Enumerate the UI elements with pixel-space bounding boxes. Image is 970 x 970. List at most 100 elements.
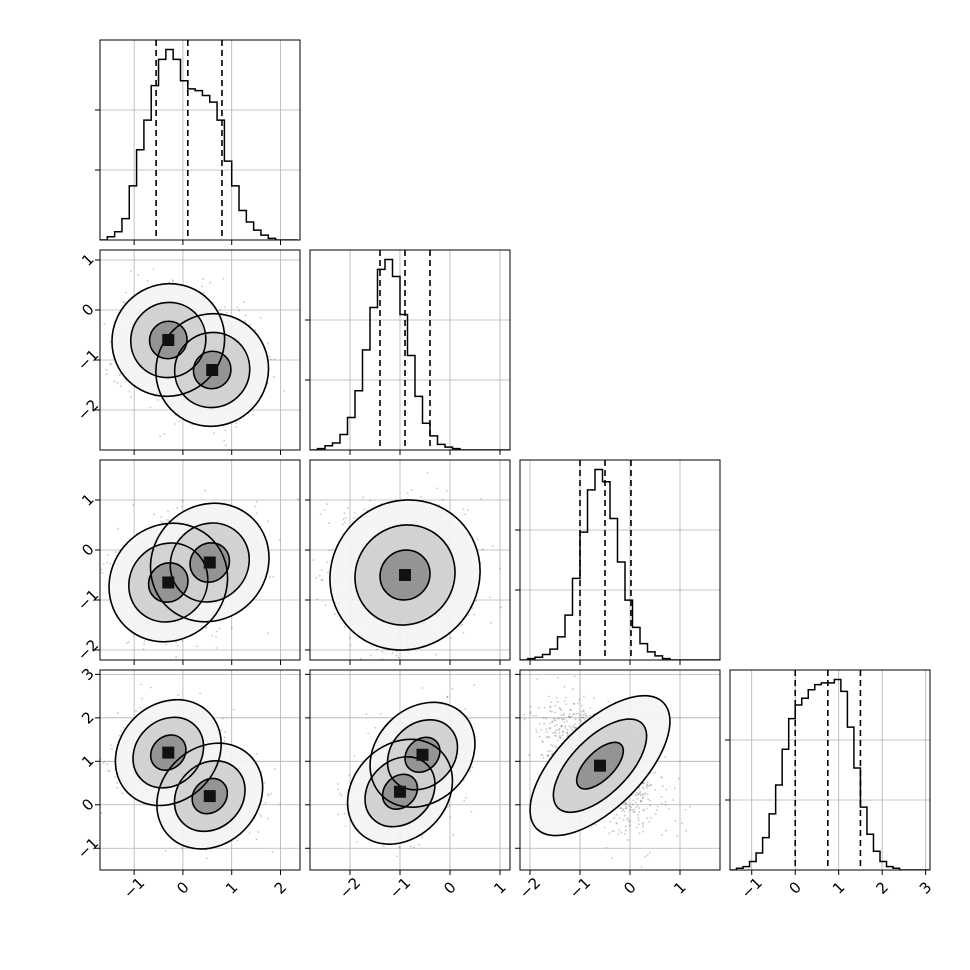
- sample-point: [254, 505, 257, 508]
- sample-point: [266, 520, 269, 523]
- sample-point: [143, 640, 146, 642]
- sample-point: [101, 572, 103, 574]
- sample-point: [353, 512, 356, 515]
- sample-point: [255, 500, 258, 503]
- sample-point: [315, 576, 318, 579]
- sample-point: [95, 589, 97, 591]
- sample-point: [215, 635, 217, 638]
- sample-point: [149, 406, 152, 409]
- sample-point: [175, 641, 177, 644]
- sample-point: [267, 794, 270, 797]
- sample-point: [218, 627, 221, 630]
- sample-point: [167, 510, 170, 513]
- sample-point: [460, 623, 463, 626]
- sample-point: [343, 521, 346, 524]
- histogram-steps: [310, 258, 510, 450]
- sample-point: [175, 470, 177, 472]
- sample-point: [464, 513, 467, 516]
- sample-point: [499, 567, 502, 570]
- sample-point: [132, 634, 135, 637]
- sample-point: [343, 512, 346, 514]
- sample-point: [312, 559, 315, 561]
- sample-point: [156, 399, 159, 401]
- sample-point: [254, 329, 257, 332]
- sample-point: [433, 688, 435, 690]
- sample-point: [411, 670, 413, 672]
- density-peak: [203, 556, 216, 569]
- sample-point: [345, 516, 347, 519]
- sample-point: [343, 625, 346, 628]
- sample-point: [212, 432, 215, 435]
- sample-point: [267, 342, 270, 345]
- sample-point: [161, 521, 164, 524]
- sample-point: [177, 645, 179, 648]
- sample-point: [423, 662, 425, 664]
- sample-point: [125, 642, 128, 644]
- sample-point: [273, 358, 276, 361]
- sample-point: [473, 613, 476, 616]
- sample-point: [321, 579, 323, 581]
- joint-panel-0-1: [99, 249, 301, 472]
- histogram-steps: [100, 48, 298, 240]
- histogram-steps: [730, 678, 930, 870]
- sample-point: [204, 489, 207, 492]
- sample-point: [268, 355, 271, 358]
- sample-point: [107, 554, 110, 557]
- sample-point: [349, 644, 352, 647]
- sample-point: [224, 305, 226, 308]
- sample-point: [323, 509, 326, 511]
- histogram-panel-2: [515, 459, 721, 661]
- sample-point: [236, 306, 239, 309]
- sample-point: [488, 596, 491, 599]
- sample-point: [244, 320, 247, 323]
- sample-point: [128, 390, 131, 393]
- contour-line: [379, 549, 431, 601]
- joint-panel-0-3: [99, 669, 301, 871]
- contour-line: [354, 524, 456, 626]
- sample-point: [238, 309, 241, 312]
- sample-point: [180, 505, 183, 508]
- sample-point: [181, 640, 184, 642]
- sample-point: [160, 516, 162, 518]
- contour-line: [148, 320, 188, 360]
- sample-point: [362, 496, 365, 499]
- sample-point: [181, 499, 184, 502]
- sample-point: [127, 641, 130, 644]
- sample-point: [230, 626, 233, 629]
- sample-point: [390, 662, 392, 664]
- sample-point: [116, 712, 119, 714]
- sample-point: [438, 504, 441, 506]
- sample-point: [141, 697, 144, 700]
- sample-point: [326, 561, 329, 563]
- density-peak: [399, 569, 411, 581]
- sample-point: [365, 509, 368, 512]
- sample-point: [466, 662, 468, 664]
- sample-point: [369, 499, 371, 502]
- sample-point: [223, 439, 226, 442]
- sample-point: [359, 658, 362, 660]
- sample-point: [363, 508, 366, 511]
- sample-point: [347, 506, 349, 509]
- sample-point: [102, 562, 105, 565]
- sample-point: [116, 381, 119, 384]
- sample-point: [327, 571, 329, 574]
- sample-point: [202, 291, 205, 294]
- sample-point: [326, 503, 328, 506]
- sample-point: [268, 576, 271, 579]
- contour-line: [111, 282, 226, 398]
- sample-point: [272, 375, 275, 378]
- sample-point: [118, 734, 121, 737]
- sample-point: [129, 270, 132, 273]
- sample-point: [342, 518, 345, 521]
- sample-point: [459, 624, 462, 627]
- sample-point: [259, 316, 262, 319]
- sample-point: [109, 362, 111, 365]
- sample-point: [410, 489, 413, 491]
- sample-point: [216, 630, 218, 633]
- sample-point: [152, 268, 155, 271]
- sample-point: [397, 656, 400, 659]
- sample-point: [153, 513, 155, 516]
- sample-point: [135, 710, 137, 712]
- sample-point: [179, 457, 181, 459]
- contour-line: [155, 312, 270, 428]
